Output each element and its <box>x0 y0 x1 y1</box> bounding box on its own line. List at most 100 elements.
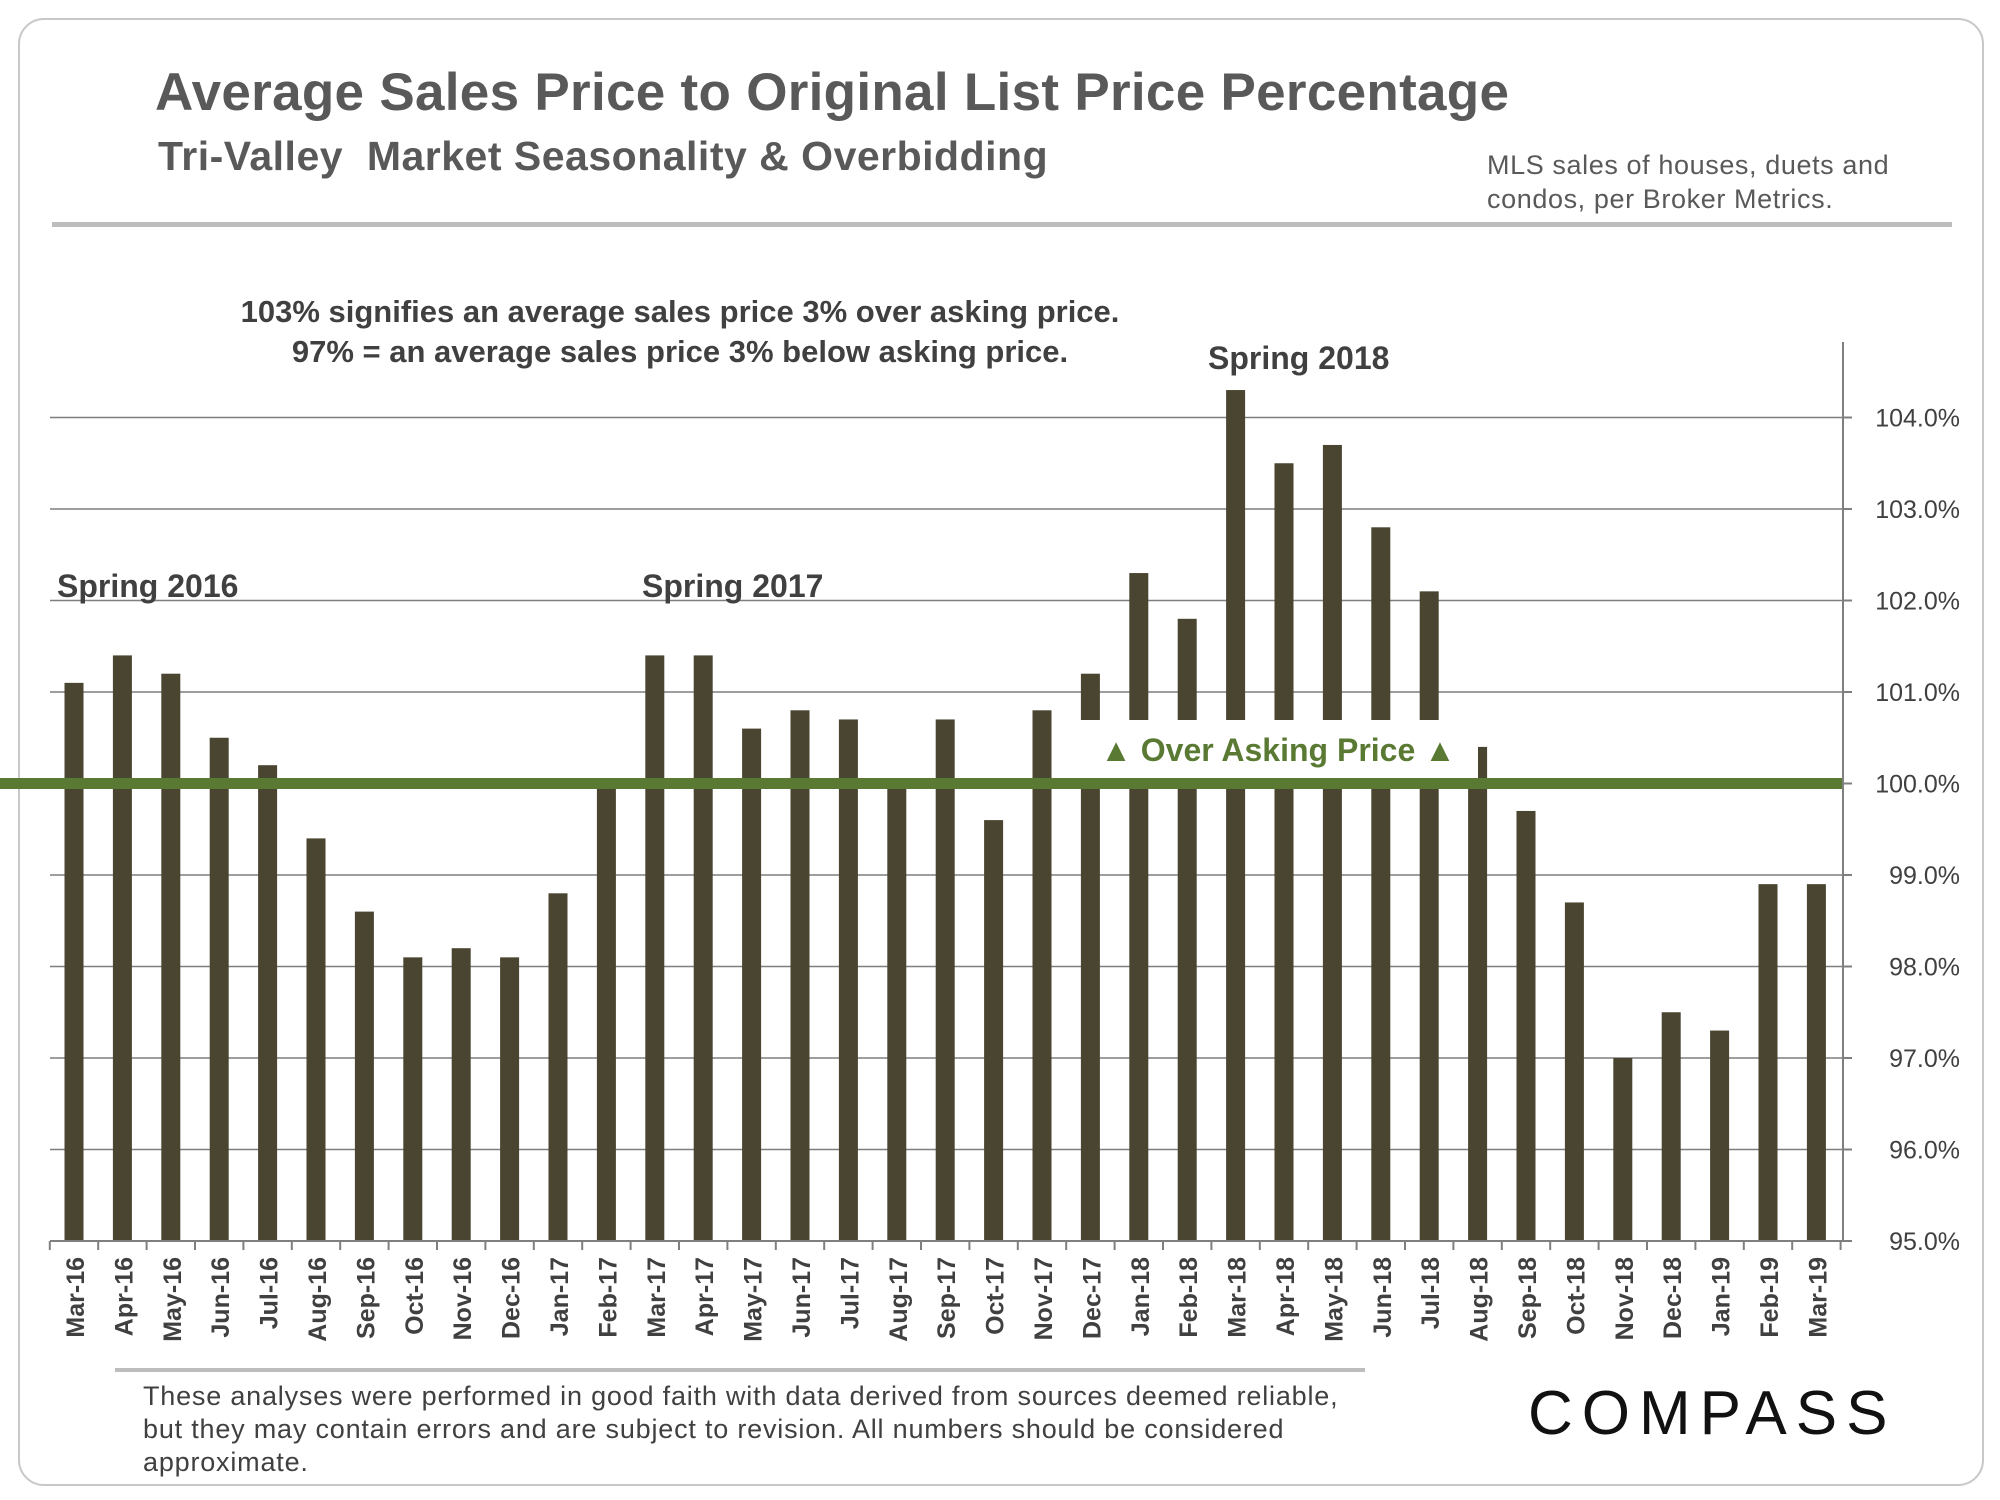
x-tick-label: Jul-16 <box>256 1257 284 1329</box>
x-tick-label: May-17 <box>740 1257 768 1342</box>
x-tick-label: Feb-18 <box>1175 1257 1203 1338</box>
bar <box>258 765 278 1241</box>
bar <box>354 911 374 1241</box>
bar <box>645 655 665 1241</box>
bar <box>1710 1030 1730 1241</box>
bar <box>64 682 84 1241</box>
bar <box>403 957 423 1241</box>
x-tick-label: Mar-17 <box>643 1257 671 1338</box>
bar <box>790 710 810 1241</box>
x-tick-label: Apr-16 <box>110 1257 138 1336</box>
y-tick-label: 97.0% <box>1889 1045 1960 1073</box>
y-tick-label: 104.0% <box>1875 405 1960 433</box>
x-tick-label: Jul-17 <box>836 1257 864 1329</box>
bar <box>1322 444 1342 1241</box>
bar <box>1032 710 1052 1241</box>
bar <box>209 737 229 1241</box>
explanation-line-1: 103% signifies an average sales price 3%… <box>240 294 1120 329</box>
y-tick-label: 101.0% <box>1875 679 1960 707</box>
chart-subtitle: Tri-Valley Market Seasonality & Overbidd… <box>158 133 1049 179</box>
x-tick-label: May-16 <box>159 1257 187 1342</box>
x-tick-label: Sep-16 <box>352 1257 380 1339</box>
compass-logo: COMPASS <box>1528 1379 1897 1448</box>
bar <box>548 893 568 1241</box>
y-tick-label: 99.0% <box>1889 862 1960 890</box>
x-tick-label: Jun-17 <box>788 1257 816 1338</box>
bar <box>596 783 616 1241</box>
disclaimer-text: These analyses were performed in good fa… <box>143 1381 1339 1477</box>
x-tick-label: Nov-17 <box>1030 1257 1058 1340</box>
y-tick-label: 103.0% <box>1875 496 1960 524</box>
bar <box>451 948 471 1241</box>
y-tick-label: 100.0% <box>1875 771 1960 799</box>
x-tick-label: Feb-19 <box>1756 1257 1784 1338</box>
bar <box>984 820 1004 1241</box>
x-tick-label: Jul-18 <box>1417 1257 1445 1329</box>
annotation-spring-2018: Spring 2018 <box>1208 340 1390 376</box>
x-tick-label: Mar-18 <box>1224 1257 1252 1338</box>
bar <box>1758 884 1778 1241</box>
bar <box>1419 591 1439 1241</box>
title-divider <box>52 222 1952 227</box>
x-tick-label: Dec-17 <box>1078 1257 1106 1339</box>
x-tick-label: Mar-16 <box>62 1257 90 1338</box>
bar <box>1468 746 1488 1241</box>
x-tick-label: Feb-17 <box>594 1257 622 1338</box>
bar <box>887 783 907 1241</box>
bar <box>742 728 762 1241</box>
x-tick-label: Jun-18 <box>1369 1257 1397 1338</box>
y-tick-label: 96.0% <box>1889 1137 1960 1165</box>
x-tick-label: Jan-19 <box>1708 1257 1736 1336</box>
x-tick-label: Dec-18 <box>1659 1257 1687 1339</box>
bar <box>935 719 955 1241</box>
bar <box>1371 527 1391 1241</box>
annotation-over-asking-price: ▲ Over Asking Price ▲ <box>1100 732 1456 768</box>
bar <box>1129 573 1149 1241</box>
source-note: MLS sales of houses, duets and condos, p… <box>1487 150 1890 214</box>
bar <box>161 673 181 1241</box>
bar <box>838 719 858 1241</box>
x-tick-label: May-18 <box>1320 1257 1348 1342</box>
bar <box>1564 902 1584 1241</box>
x-tick-label: Jun-16 <box>207 1257 235 1338</box>
x-tick-label: Aug-17 <box>885 1257 913 1342</box>
bar <box>693 655 713 1241</box>
bar <box>1516 810 1536 1241</box>
x-tick-label: Jan-17 <box>546 1257 574 1336</box>
bar <box>306 838 326 1241</box>
bar <box>1661 1012 1681 1241</box>
x-tick-label: Oct-18 <box>1562 1257 1590 1335</box>
annotation-background <box>1078 720 1478 778</box>
y-tick-label: 102.0% <box>1875 588 1960 616</box>
bar <box>1806 884 1826 1241</box>
x-tick-label: Apr-17 <box>691 1257 719 1336</box>
annotation-spring-2017: Spring 2017 <box>642 568 824 604</box>
x-tick-label: Jan-18 <box>1127 1257 1155 1336</box>
bar <box>1226 390 1246 1241</box>
x-tick-label: Sep-18 <box>1514 1257 1542 1339</box>
x-tick-label: Oct-16 <box>401 1257 429 1335</box>
x-tick-label: Aug-18 <box>1466 1257 1494 1342</box>
explanation-note: 103% signifies an average sales price 3%… <box>190 292 1170 372</box>
bar <box>500 957 520 1241</box>
x-tick-label: Aug-16 <box>304 1257 332 1342</box>
bar <box>1613 1058 1633 1241</box>
x-tick-label: Apr-18 <box>1272 1257 1300 1336</box>
chart-title: Average Sales Price to Original List Pri… <box>155 63 1510 122</box>
bar <box>1177 618 1197 1241</box>
x-tick-label: Sep-17 <box>933 1257 961 1339</box>
bar <box>1274 463 1294 1241</box>
bar <box>112 655 132 1241</box>
y-tick-label: 95.0% <box>1889 1228 1960 1256</box>
y-tick-label: 98.0% <box>1889 954 1960 982</box>
bar <box>1080 673 1100 1241</box>
footer-divider <box>115 1368 1365 1372</box>
x-tick-label: Mar-19 <box>1804 1257 1832 1338</box>
explanation-line-2: 97% = an average sales price 3% below as… <box>291 334 1069 369</box>
x-tick-label: Oct-17 <box>982 1257 1010 1335</box>
x-tick-label: Dec-16 <box>498 1257 526 1339</box>
annotation-spring-2016: Spring 2016 <box>57 568 239 604</box>
x-tick-label: Nov-18 <box>1611 1257 1639 1340</box>
x-tick-label: Nov-16 <box>449 1257 477 1340</box>
